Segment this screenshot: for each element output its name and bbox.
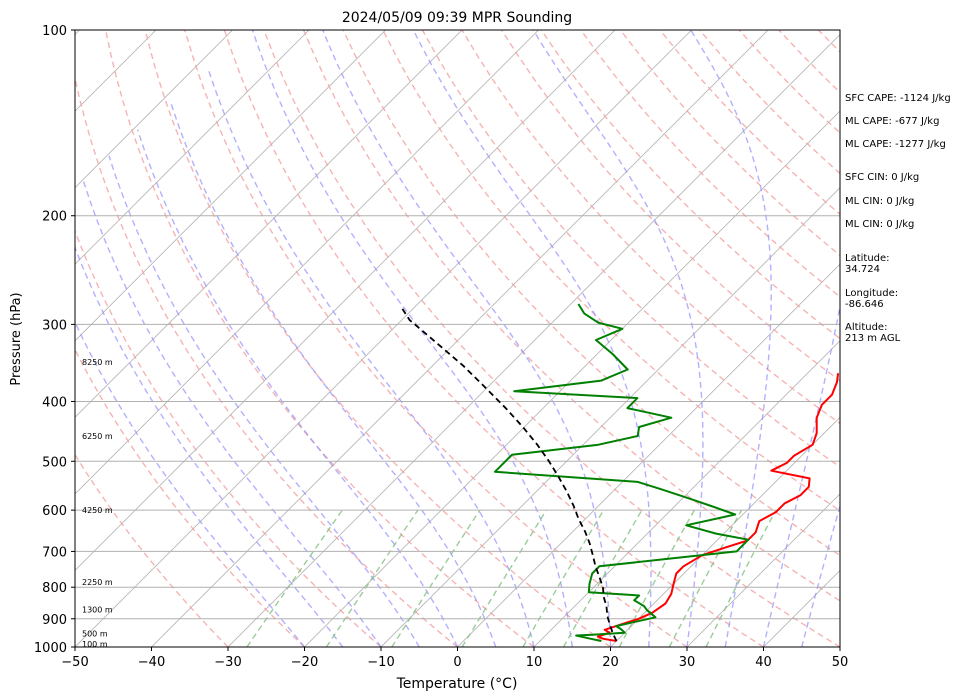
y-tick-label: 400 <box>42 395 67 410</box>
x-tick-label: 50 <box>832 655 849 670</box>
moist-adiabat-line <box>251 30 573 647</box>
ml-cin-text-2: ML CIN: 0 J/kg <box>845 219 915 230</box>
y-axis-ticks: 1000 900 800 700 600 500 400 300 200 100 <box>34 24 75 656</box>
dry-adiabat-line <box>75 348 305 647</box>
isotherm-line <box>686 493 840 647</box>
isotherm-line <box>75 30 616 572</box>
moist-adiabat-line <box>801 503 840 647</box>
height-label: 8250 m <box>82 358 113 367</box>
moist-adiabat-line <box>82 179 382 647</box>
mixing-ratio-line <box>246 509 343 647</box>
dry-adiabat-line <box>75 229 382 647</box>
moist-adiabat-line <box>75 320 306 647</box>
chart-title: 2024/05/09 09:39 MPR Sounding <box>342 10 572 26</box>
height-label: 500 m <box>82 629 108 638</box>
x-axis-ticks: −50 −40 −30 −20 −10 0 10 20 30 40 50 <box>61 647 848 670</box>
y-tick-label: 700 <box>42 545 67 560</box>
x-tick-label: −20 <box>291 655 318 670</box>
moist-adiabat-line <box>322 30 612 647</box>
x-tick-label: −10 <box>367 655 394 670</box>
height-labels: 100 m 500 m 1300 m 2250 m 4250 m 6250 m 8250 m <box>82 358 113 649</box>
dry-adiabat-line <box>184 30 688 647</box>
x-tick-label: 10 <box>526 655 543 670</box>
y-tick-label: 500 <box>42 455 67 470</box>
ml-cin-text: ML CIN: 0 J/kg <box>845 196 915 207</box>
moist-adiabat-line <box>75 245 344 647</box>
isotherm-line <box>457 263 840 647</box>
height-label: 6250 m <box>82 432 113 441</box>
sfc-cin-text: SFC CIN: 0 J/kg <box>845 172 920 183</box>
y-tick-label: 600 <box>42 504 67 519</box>
mixing-ratio-line <box>668 509 743 647</box>
moist-adiabat-line <box>532 30 704 647</box>
latitude-text: Latitude: 34.724 <box>845 253 890 275</box>
mixing-ratio-line <box>562 509 643 647</box>
isotherm-line <box>304 110 840 647</box>
isotherm-line <box>610 416 840 647</box>
dry-adiabat-line <box>75 453 229 647</box>
height-label: 2250 m <box>82 578 113 587</box>
isotherm-line <box>75 30 692 647</box>
isobar-grid <box>75 30 840 647</box>
isotherm-line <box>227 33 840 647</box>
background-lines <box>75 30 840 647</box>
isotherm-line <box>75 30 386 342</box>
parcel-profile-line <box>399 305 618 642</box>
moist-adiabat-line <box>762 302 840 647</box>
moist-adiabat-line <box>169 100 497 647</box>
isotherm-line <box>380 187 840 647</box>
y-tick-label: 1000 <box>34 641 67 656</box>
dry-adiabat-line <box>144 30 611 647</box>
moist-adiabat-line <box>690 30 772 647</box>
dry-adiabat-line <box>104 30 535 647</box>
isotherm-line <box>75 30 463 418</box>
x-tick-label: −50 <box>61 655 88 670</box>
isotherm-line <box>75 30 233 189</box>
sfc-cape-text: SFC CAPE: -1124 J/kg <box>845 93 951 104</box>
longitude-text: Longitude: -86.646 <box>845 288 899 310</box>
dewpoint-profile-line <box>493 303 750 642</box>
y-tick-label: 200 <box>42 210 67 225</box>
x-tick-label: 0 <box>453 655 461 670</box>
isotherm-line <box>533 340 840 647</box>
mixing-ratio-line <box>618 509 696 647</box>
height-label: 4250 m <box>82 506 113 515</box>
y-axis-label: Pressure (hPa) <box>9 292 24 385</box>
isotherm-line <box>151 30 769 647</box>
x-tick-label: 30 <box>679 655 696 670</box>
height-label: 100 m <box>82 640 108 649</box>
profile-lines <box>399 303 840 642</box>
dry-adiabat-line <box>580 30 840 298</box>
y-tick-label: 900 <box>42 613 67 628</box>
ml-cape-text: ML CAPE: -677 J/kg <box>845 116 940 127</box>
dry-adiabat-line <box>263 30 840 647</box>
y-tick-label: 100 <box>42 24 67 39</box>
dry-adiabat-line <box>223 30 764 647</box>
moist-adiabat-line <box>207 67 535 647</box>
ml-cape-text-2: ML CAPE: -1277 J/kg <box>845 139 946 150</box>
x-tick-label: 20 <box>602 655 619 670</box>
mixing-ratio-line <box>705 509 777 647</box>
y-tick-label: 300 <box>42 318 67 333</box>
x-tick-label: −30 <box>214 655 241 670</box>
mixing-ratio-line <box>461 509 547 647</box>
x-tick-label: −40 <box>138 655 165 670</box>
moist-adiabat-line <box>108 155 420 647</box>
isotherm-line <box>75 30 539 495</box>
height-label: 1300 m <box>82 606 113 615</box>
plot-frame <box>74 29 841 648</box>
x-tick-label: 40 <box>755 655 772 670</box>
dry-adiabat-line <box>75 74 458 647</box>
isotherm-line <box>75 30 310 265</box>
moist-adiabat-line <box>412 30 652 647</box>
mixing-ratio-line <box>522 509 605 647</box>
y-tick-label: 800 <box>42 581 67 596</box>
x-axis-label: Temperature (°C) <box>396 676 518 692</box>
altitude-text: Altitude: 213 m AGL <box>845 322 901 344</box>
